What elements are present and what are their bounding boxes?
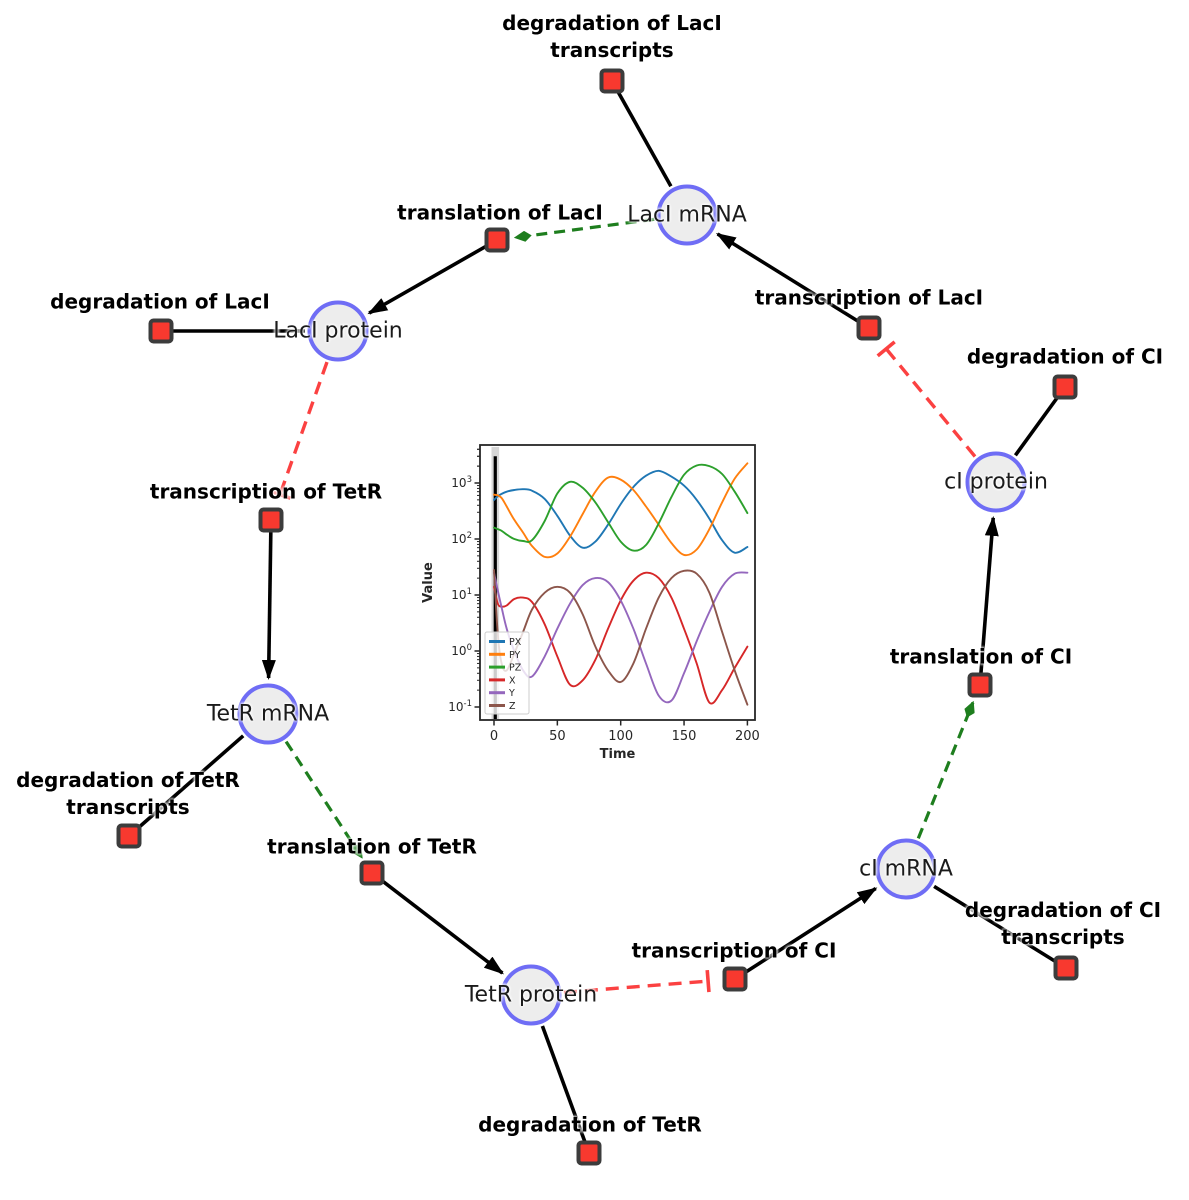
species-circle xyxy=(500,964,562,1026)
reaction-node-degradation-of-tetr xyxy=(576,1140,602,1166)
edge-laci-mrna-translation-laci xyxy=(513,217,655,242)
reaction-node-transcription-of-laci xyxy=(856,315,882,341)
edge-transcription-ci-ci-mrna xyxy=(734,886,878,981)
edge-transcription-tetr-tetr-mrna xyxy=(261,519,276,680)
reaction-label-degradation-of-tetr: degradation of TetR xyxy=(478,1112,702,1137)
edge-tetr-protein-deg-tetr xyxy=(540,1025,591,1154)
x-tick-label: 0 xyxy=(490,729,498,744)
reaction-label-degradation-of-ci-transcripts: degradation of CI transcripts xyxy=(964,898,1162,949)
simulation-inset-chart: 0 50 100 150 200 10-1 100 101 102 103 Time Value PX P… xyxy=(420,428,770,768)
edge-ci-mrna-deg-ci-transcripts xyxy=(933,884,1067,970)
edge-laci-protein-transcription-tetr xyxy=(278,361,329,496)
edge-translation-laci-laci-protein xyxy=(367,238,498,315)
species-label: TetR protein xyxy=(464,982,598,1008)
edge-ci-protein-transcription-laci xyxy=(884,347,977,458)
reaction-node-translation-of-tetr xyxy=(359,860,385,886)
reaction-node-translation-of-laci xyxy=(484,227,510,253)
plot-frame xyxy=(479,444,756,721)
edge-tetr-mrna-translation-tetr xyxy=(284,740,363,859)
y-axis-label: Value xyxy=(421,562,436,603)
inhibition-tbar-tetr-protein-transcription-ci xyxy=(705,970,711,993)
x-tick-label: 200 xyxy=(735,729,760,744)
legend-label-Y: Y xyxy=(508,688,515,699)
species-circle xyxy=(875,838,937,900)
reaction-label-translation-of-ci: translation of CI xyxy=(889,644,1073,669)
edge-translation-ci-ci-protein xyxy=(978,515,999,686)
x-axis-label: Time xyxy=(600,747,636,762)
edge-tetr-protein-transcription-ci xyxy=(563,979,709,995)
series-line-Z xyxy=(493,569,749,706)
reaction-node-degradation-of-ci-transcripts xyxy=(1053,955,1079,981)
y-tick-label: 101 xyxy=(451,587,472,602)
edge-ci-mrna-translation-ci xyxy=(916,700,975,839)
reaction-node-degradation-of-tetr-transcripts xyxy=(116,823,142,849)
y-tick-label: 100 xyxy=(451,643,472,658)
x-tick-label: 100 xyxy=(608,729,633,744)
species-circle xyxy=(237,683,299,745)
edge-transcription-laci-laci-mrna xyxy=(715,232,870,330)
inhibition-tbar-ci-protein-transcription-laci xyxy=(876,340,896,358)
reaction-node-degradation-of-laci xyxy=(148,318,174,344)
series-line-PY xyxy=(493,462,749,559)
species-circle xyxy=(965,451,1027,513)
edge-translation-tetr-tetr-protein xyxy=(370,871,504,975)
reaction-label-degradation-of-ci: degradation of CI xyxy=(966,344,1164,369)
y-tick-label: 102 xyxy=(451,531,472,546)
series-line-X xyxy=(493,571,749,705)
series-line-PZ xyxy=(493,463,749,552)
species-label: cI mRNA xyxy=(859,856,953,882)
series-line-PX xyxy=(493,469,749,554)
edge-laci-mrna-deg-laci-transcripts xyxy=(610,80,673,188)
reaction-label-translation-of-laci: translation of LacI xyxy=(397,200,603,225)
species-label: cI protein xyxy=(944,469,1048,495)
x-tick-label: 50 xyxy=(549,729,566,744)
legend-label-Z: Z xyxy=(509,701,516,712)
legend-label-PY: PY xyxy=(509,650,521,661)
reaction-label-transcription-of-ci: transcription of CI xyxy=(631,938,837,963)
species-circle xyxy=(656,184,718,246)
edge-tetr-mrna-deg-tetr-transcripts xyxy=(127,734,245,838)
reaction-node-degradation-of-laci-transcripts xyxy=(599,68,625,94)
reaction-node-transcription-of-ci xyxy=(722,966,748,992)
reaction-node-translation-of-ci xyxy=(967,672,993,698)
species-label: LacI mRNA xyxy=(627,202,747,228)
y-tick-label: 103 xyxy=(451,475,472,490)
reaction-label-transcription-of-tetr: transcription of TetR xyxy=(149,479,383,504)
reaction-node-transcription-of-tetr xyxy=(258,507,284,533)
legend-label-PZ: PZ xyxy=(509,663,522,674)
reaction-label-degradation-of-laci-transcripts: degradation of LacI transcripts xyxy=(502,11,722,62)
x-tick-label: 150 xyxy=(672,729,697,744)
simulation-chart-svg: 0 50 100 150 20010-1100101102103TimeValuePXP… xyxy=(421,444,760,762)
reaction-node-degradation-of-ci xyxy=(1052,374,1078,400)
species-label: TetR mRNA xyxy=(206,701,330,727)
reaction-label-degradation-of-laci: degradation of LacI xyxy=(50,289,270,314)
species-label: LacI protein xyxy=(273,318,403,344)
inhibition-tbar-laci-protein-transcription-tetr xyxy=(269,489,291,500)
legend-label-PX: PX xyxy=(509,637,522,648)
reaction-label-degradation-of-tetr-transcripts: degradation of TetR transcripts xyxy=(16,768,240,819)
y-tick-label: 10-1 xyxy=(448,699,472,714)
reaction-label-translation-of-tetr: translation of TetR xyxy=(267,834,477,859)
reaction-label-transcription-of-laci: transcription of LacI xyxy=(754,285,984,310)
species-circle xyxy=(307,300,369,362)
legend-label-X: X xyxy=(509,675,516,686)
